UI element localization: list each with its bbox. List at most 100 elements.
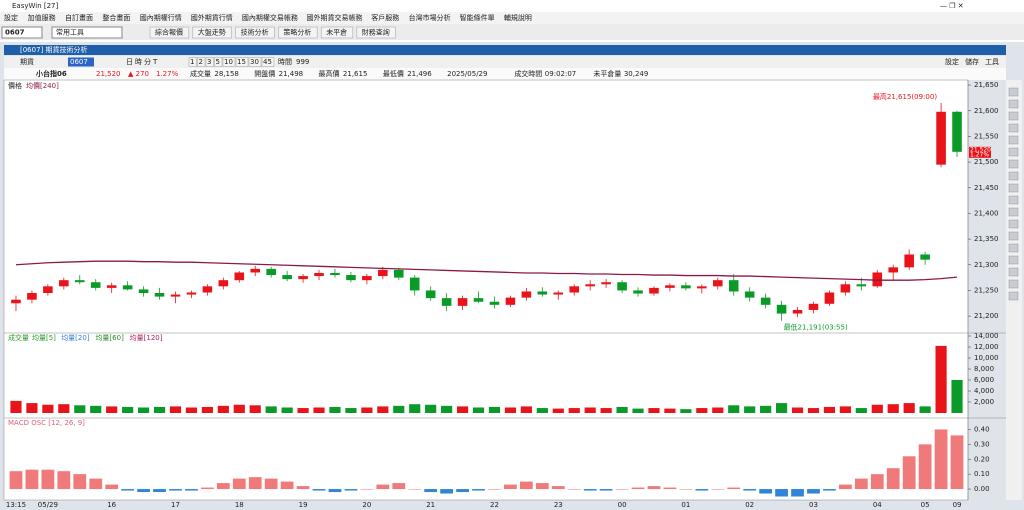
drawing-tool[interactable] (1008, 267, 1019, 277)
period-button[interactable]: T (152, 58, 158, 66)
drawing-tool[interactable] (1008, 291, 1019, 301)
toolbar-button-label[interactable]: 財務查詢 (362, 28, 390, 37)
menu-item[interactable]: 國內期權交易帳務 (242, 13, 298, 22)
menu-item[interactable]: 智能條件單 (460, 13, 495, 22)
menu-item[interactable]: 輔規說明 (504, 13, 532, 22)
candle-body (649, 287, 659, 294)
volume-bar (409, 404, 421, 413)
drawing-tool[interactable] (1008, 171, 1019, 181)
macd-bar (456, 489, 469, 493)
drawing-tool[interactable] (1008, 99, 1019, 109)
drawing-tool[interactable] (1008, 219, 1019, 229)
macd-bar (264, 478, 278, 490)
menu-item[interactable]: 整合畫面 (102, 13, 130, 22)
drawing-tool[interactable] (1008, 207, 1019, 217)
volume-bar (600, 408, 612, 413)
macd-bar (711, 489, 725, 490)
x-tick-label: 18 (235, 501, 244, 509)
volume-bar (728, 405, 740, 413)
symbol-box (68, 57, 94, 67)
menu-item[interactable]: 設定 (4, 13, 18, 22)
drawing-tool[interactable] (1008, 123, 1019, 133)
panel-label: 價格 (8, 81, 22, 90)
drawing-tool[interactable] (1008, 231, 1019, 241)
menu-item[interactable]: 加值服務 (28, 13, 56, 22)
volume-bar (345, 408, 357, 413)
interval-button[interactable]: 30 (250, 58, 259, 66)
volume-bar (632, 408, 644, 413)
count-input[interactable]: 999 (296, 58, 309, 66)
x-tick-label: 02 (745, 501, 754, 509)
low-annotation: 最低21,191(03:55) (784, 323, 848, 332)
menu-item[interactable]: 客戶服務 (371, 13, 399, 22)
code-input[interactable]: 0607 (5, 29, 25, 37)
interval-label[interactable]: 時間 (278, 58, 292, 66)
toolbar-button[interactable] (278, 26, 318, 39)
drawing-tool[interactable] (1008, 279, 1019, 289)
macd-bar (807, 489, 820, 494)
right-button[interactable]: 儲存 (965, 57, 979, 66)
drawing-tool[interactable] (1008, 135, 1019, 145)
toolbar-button[interactable] (235, 26, 275, 39)
candle-body (553, 292, 564, 295)
candle-body (409, 277, 420, 291)
drawing-tool[interactable] (1008, 87, 1019, 97)
market-select[interactable]: 期貨 (20, 57, 34, 66)
interval-button[interactable]: 15 (237, 58, 246, 66)
drawing-tool[interactable] (1008, 243, 1019, 253)
drawing-tool[interactable] (1008, 183, 1019, 193)
toolbar-button-label[interactable]: 綜合報價 (155, 28, 183, 37)
volume-bar (42, 404, 54, 413)
interval-button[interactable]: 3 (207, 58, 211, 66)
macd-bar (551, 486, 565, 490)
drawing-tool[interactable] (1008, 255, 1019, 265)
toolbar-button-label[interactable]: 策略分析 (283, 28, 311, 37)
interval-box (205, 57, 214, 67)
macd-bar (408, 489, 422, 490)
toolbar-button-label[interactable]: 未平倉 (326, 28, 347, 37)
menu-item[interactable]: 國外期貨交易帳務 (307, 13, 363, 22)
toolbar-button[interactable] (149, 26, 190, 39)
candle-body (904, 254, 914, 268)
menu-item[interactable]: 自訂畫面 (65, 13, 93, 22)
toolbar-button-label[interactable]: 技術分析 (241, 28, 269, 37)
interval-button[interactable]: 1 (190, 58, 194, 66)
interval-box (214, 57, 223, 67)
candle-body (362, 276, 372, 281)
volume-bar (648, 408, 660, 413)
macd-bar (775, 489, 788, 497)
macd-bar (535, 483, 549, 490)
drawing-tool[interactable] (1008, 111, 1019, 121)
volume-bar (552, 408, 564, 413)
right-button[interactable]: 工具 (985, 58, 999, 66)
volume-bar (504, 407, 517, 413)
volume-bar (584, 407, 596, 413)
menu-item[interactable]: 台灣市場分析 (409, 13, 451, 22)
interval-button[interactable]: 10 (224, 58, 233, 66)
period-button[interactable]: 時 (135, 58, 142, 66)
tools-select[interactable]: 常用工具 (56, 28, 84, 37)
period-button[interactable]: 日 (126, 58, 133, 66)
drawing-tool[interactable] (1008, 159, 1019, 169)
toolbar-button[interactable] (192, 26, 232, 39)
right-button[interactable]: 設定 (945, 57, 959, 66)
drawing-tool[interactable] (1008, 195, 1019, 205)
symbol-input[interactable]: 0607 (70, 58, 88, 66)
period-button[interactable]: 分 (144, 57, 151, 66)
volume-bar (696, 408, 708, 413)
drawing-tool[interactable] (1008, 147, 1019, 157)
toolbar-button[interactable] (356, 26, 396, 39)
menu-item[interactable]: 國外期貨行情 (191, 13, 233, 22)
interval-button[interactable]: 45 (263, 58, 272, 66)
toolbar-button[interactable] (320, 26, 354, 39)
candle-body (314, 272, 324, 277)
window-controls[interactable]: — ❐ ✕ (940, 2, 964, 10)
interval-button[interactable]: 5 (216, 58, 220, 66)
interval-button[interactable]: 2 (199, 58, 203, 66)
volume-bar (536, 408, 548, 413)
menu-item[interactable]: 國內期權行情 (140, 13, 182, 22)
candle-body (952, 111, 962, 152)
toolbar-button-label[interactable]: 大盤走勢 (198, 28, 226, 37)
volume-bar (201, 406, 213, 413)
